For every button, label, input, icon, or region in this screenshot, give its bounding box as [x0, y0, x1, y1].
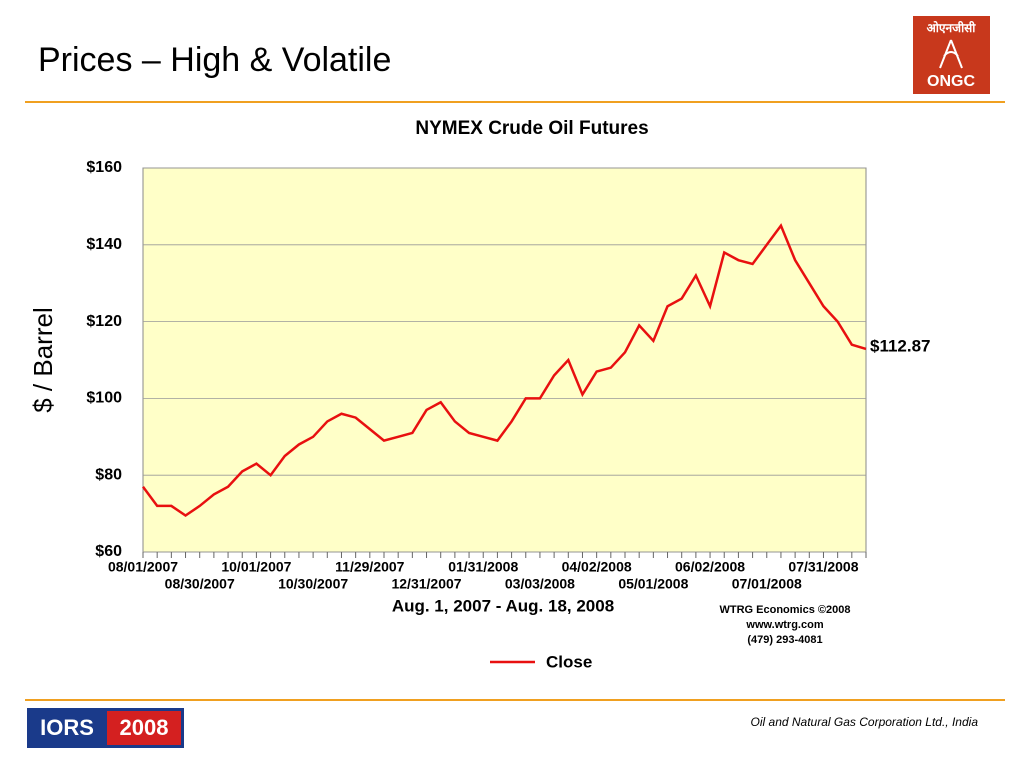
- data-label: $112.87: [870, 336, 931, 355]
- plot-area: [142, 167, 867, 553]
- y-tick-label: $140: [86, 236, 122, 253]
- x-tick-label: 04/02/2008: [562, 559, 632, 575]
- y-tick-label: $100: [86, 390, 122, 407]
- logo-text: ONGC: [927, 73, 975, 90]
- x-tick-label: 12/31/2007: [391, 576, 461, 592]
- subtitle: Aug. 1, 2007 - Aug. 18, 2008: [392, 596, 614, 615]
- x-tick-label: 03/03/2008: [505, 576, 575, 592]
- logo-icon: [939, 39, 963, 69]
- y-tick-label: $160: [86, 159, 122, 176]
- logo-box: [913, 16, 990, 94]
- x-tick-label: 07/31/2008: [788, 559, 858, 575]
- line-series: [141, 223, 867, 518]
- x-tick-label: 07/01/2008: [732, 576, 802, 592]
- source: WTRG Economics ©2008: [720, 604, 851, 616]
- y-tick-label: $80: [95, 466, 122, 483]
- slide-title: Prices – High & Volatile: [38, 41, 391, 79]
- x-tick-label: 08/01/2007: [108, 559, 178, 575]
- y-axis-label: $ / Barrel: [28, 307, 58, 413]
- x-tick-label: 05/01/2008: [618, 576, 688, 592]
- footer: Oil and Natural Gas Corporation Ltd., In…: [751, 715, 979, 729]
- y-tick-label: $120: [86, 313, 122, 330]
- logo-iors-left: IORS: [40, 715, 94, 740]
- x-tick-label: 01/31/2008: [448, 559, 518, 575]
- x-tick-label: 10/30/2007: [278, 576, 348, 592]
- source: www.wtrg.com: [745, 619, 823, 631]
- x-tick-label: 10/01/2007: [221, 559, 291, 575]
- logo-iors-red: [107, 711, 181, 745]
- logo-iors-right: 2008: [120, 715, 169, 740]
- x-tick-label: 08/30/2007: [165, 576, 235, 592]
- source: (479) 293-4081: [747, 634, 822, 646]
- legend-label: Close: [546, 652, 592, 671]
- y-tick-label: $60: [95, 543, 122, 560]
- logo-hindi: ओएनजीसी: [927, 21, 977, 35]
- chart-title: NYMEX Crude Oil Futures: [415, 118, 648, 139]
- x-tick-label: 11/29/2007: [335, 559, 405, 575]
- x-tick-label: 06/02/2008: [675, 559, 745, 575]
